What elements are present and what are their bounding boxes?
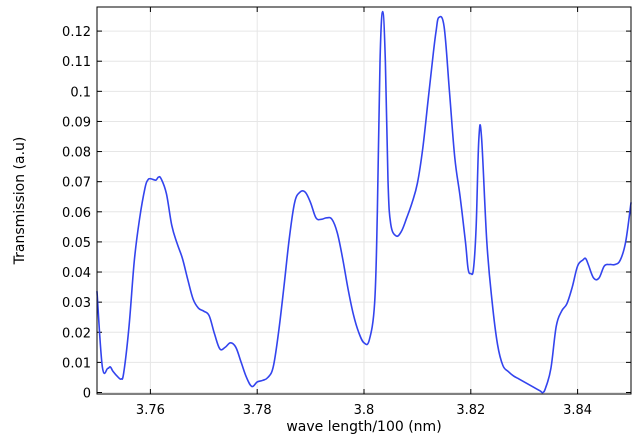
y-tick-label: 0.07 [62,176,91,191]
y-axis-label: Transmission (a.u) [12,137,28,266]
plot-frame [96,6,632,395]
transmission-series-line [96,10,632,394]
y-tick-label: 0 [83,386,91,401]
y-tick-label: 0.08 [62,146,91,161]
axis-ticks [97,7,631,394]
y-tick-label: 0.06 [62,206,91,221]
x-tick-label: 3.8 [354,403,375,418]
grid-lines [97,7,631,394]
y-tick-label: 0.12 [62,25,91,40]
y-tick-label: 0.11 [62,55,91,70]
y-tick-label: 0.02 [62,326,91,341]
x-tick-label: 3.76 [136,403,165,418]
y-tick-label: 0.01 [62,356,91,371]
x-tick-label: 3.82 [456,403,485,418]
x-tick-label: 3.78 [243,403,272,418]
y-tick-labels: 0 0.01 0.02 0.03 0.04 0.05 0.06 0.07 0.08 0.09 0.1… [62,25,91,401]
x-axis-label: wave length/100 (nm) [286,419,441,435]
y-tick-label: 0.04 [62,266,91,281]
x-tick-labels: 3.76 3.78 3.8 3.82 3.84 [136,403,592,418]
y-tick-label: 0.03 [62,296,91,311]
x-tick-label: 3.84 [563,403,592,418]
y-tick-label: 0.09 [62,115,91,130]
y-tick-label: 0.05 [62,236,91,251]
series-layer [96,10,632,394]
y-tick-label: 0.1 [70,85,91,100]
